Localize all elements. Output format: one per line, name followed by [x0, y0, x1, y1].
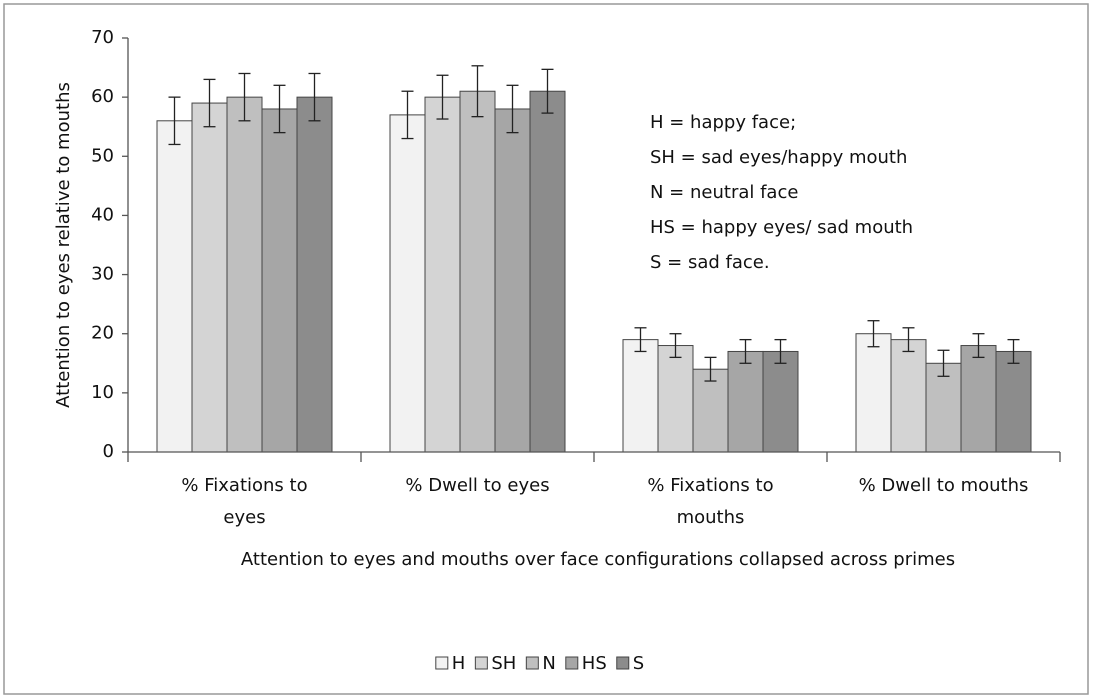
bar: [727, 350, 764, 453]
bar: [459, 90, 496, 453]
bar: [424, 96, 461, 453]
y-tick-label: 10: [91, 382, 114, 403]
legend-swatch: [565, 656, 579, 670]
error-bar: [972, 333, 985, 359]
bar: [995, 350, 1032, 453]
error-bar: [168, 96, 181, 146]
y-tick-label: 20: [91, 323, 114, 344]
x-tick-label: % Fixations to eyes: [181, 475, 307, 528]
error-bar: [902, 327, 915, 353]
legend-label: N: [542, 653, 555, 674]
bar: [529, 90, 566, 453]
y-tick-label: 50: [91, 145, 114, 166]
x-tick-label: % Dwell to mouths: [859, 475, 1029, 496]
bar: [226, 96, 263, 453]
y-tick-label: 40: [91, 204, 114, 225]
error-bar: [634, 327, 647, 353]
bar: [622, 339, 659, 453]
legend-label: S: [633, 653, 644, 674]
bar: [296, 96, 333, 453]
bar: [890, 339, 927, 453]
error-bar: [704, 356, 717, 382]
legend-label: SH: [491, 653, 516, 674]
bar: [657, 345, 694, 453]
annotation: SH = sad eyes/happy mouth: [650, 147, 907, 168]
y-tick-label: 0: [103, 441, 114, 462]
error-bar: [471, 65, 484, 118]
legend-label: H: [452, 653, 466, 674]
error-bar: [739, 338, 752, 364]
legend-swatch: [474, 656, 488, 670]
error-bar: [669, 333, 682, 359]
bar: [855, 333, 892, 453]
error-bar: [541, 68, 554, 114]
bar: [261, 108, 298, 453]
legend-label: HS: [582, 653, 607, 674]
legend-swatch: [525, 656, 539, 670]
error-bar: [308, 72, 321, 122]
annotation: N = neutral face: [650, 182, 798, 203]
error-bar: [436, 74, 449, 120]
error-bar: [238, 72, 251, 122]
bar: [191, 102, 228, 453]
error-bar: [273, 84, 286, 134]
y-tick-label: 30: [91, 264, 114, 285]
x-axis-label: Attention to eyes and mouths over face c…: [241, 549, 955, 570]
error-bar: [867, 320, 880, 348]
error-bar: [937, 349, 950, 377]
bar: [389, 114, 426, 453]
annotation: H = happy face;: [650, 112, 796, 133]
error-bar: [1007, 338, 1020, 364]
legend-swatch: [616, 656, 630, 670]
error-bar: [774, 338, 787, 364]
bar: [156, 120, 193, 453]
annotation: S = sad face.: [650, 252, 770, 273]
bar: [960, 345, 997, 453]
error-bar: [203, 78, 216, 128]
error-bar: [506, 84, 519, 134]
bar: [494, 108, 531, 453]
x-tick-label: % Fixations to mouths: [647, 475, 773, 528]
error-bar: [401, 90, 414, 140]
legend-swatch: [435, 656, 449, 670]
y-axis-label: Attention to eyes relative to mouths: [53, 82, 74, 408]
y-tick-label: 60: [91, 86, 114, 107]
annotation: HS = happy eyes/ sad mouth: [650, 217, 913, 238]
x-tick-label: % Dwell to eyes: [405, 475, 549, 496]
bar: [762, 350, 799, 453]
y-tick-label: 70: [91, 27, 114, 48]
